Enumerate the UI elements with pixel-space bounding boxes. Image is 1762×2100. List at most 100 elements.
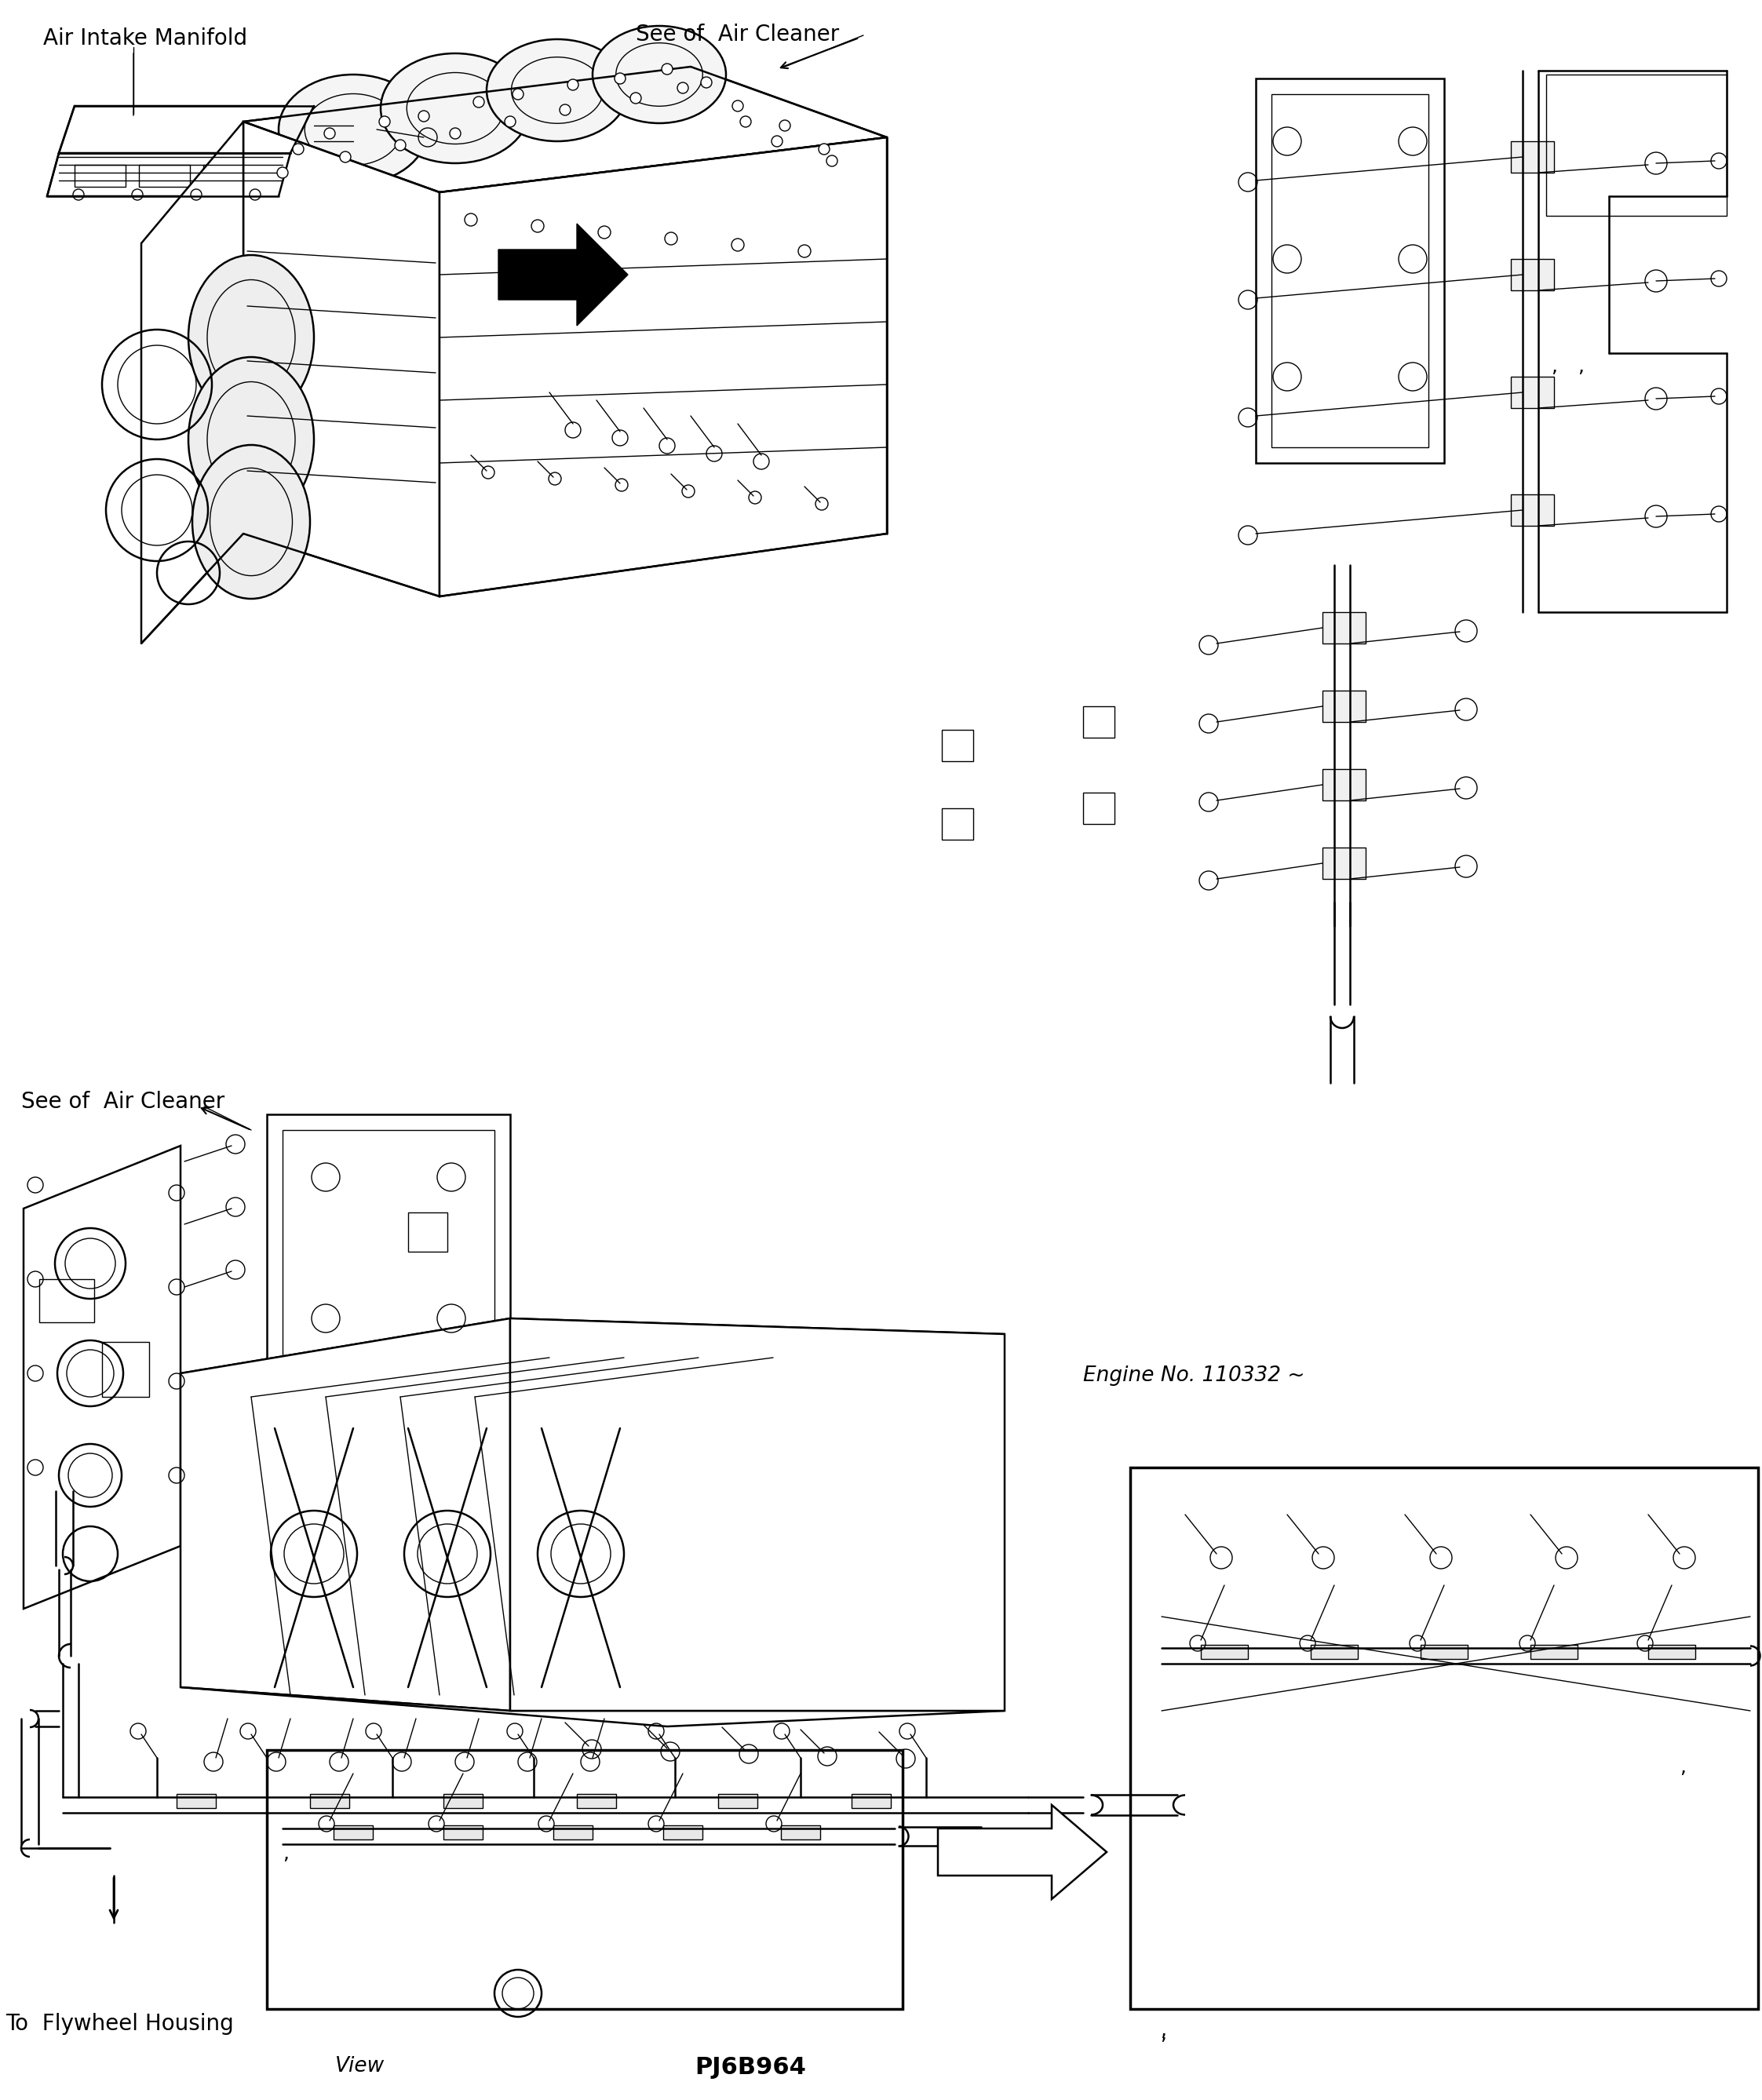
Text: ,: , — [1159, 2020, 1166, 2039]
Bar — [1084, 792, 1115, 823]
Bar — [333, 1825, 374, 1840]
Polygon shape — [23, 1147, 180, 1609]
Circle shape — [663, 63, 673, 76]
Text: ,: , — [1577, 357, 1584, 376]
Circle shape — [474, 97, 485, 107]
Bar — [1323, 848, 1366, 880]
Text: Air Intake Manifold: Air Intake Manifold — [42, 27, 247, 50]
Circle shape — [560, 105, 571, 116]
Circle shape — [779, 120, 791, 130]
Bar — [102, 1342, 150, 1396]
Polygon shape — [499, 225, 627, 326]
Polygon shape — [243, 122, 439, 596]
Circle shape — [513, 88, 523, 99]
Bar — [176, 1793, 215, 1808]
Bar — [139, 164, 190, 187]
Circle shape — [567, 80, 578, 90]
Bar — [444, 1825, 483, 1840]
Polygon shape — [937, 1804, 1107, 1898]
Polygon shape — [48, 153, 291, 195]
Bar — [943, 731, 973, 760]
Bar — [1510, 376, 1554, 407]
Polygon shape — [180, 1319, 1004, 1388]
Bar — [352, 116, 377, 155]
Bar — [266, 1115, 511, 1388]
Circle shape — [701, 78, 712, 88]
Circle shape — [504, 116, 516, 128]
Circle shape — [277, 168, 287, 179]
Ellipse shape — [189, 254, 314, 420]
Bar — [1547, 76, 1727, 216]
Text: PJ6B964: PJ6B964 — [694, 2056, 805, 2079]
Text: See of  Air Cleaner: See of Air Cleaner — [636, 23, 839, 46]
Bar — [943, 808, 973, 840]
Text: View: View — [335, 2056, 384, 2077]
Bar — [851, 1793, 892, 1808]
Polygon shape — [180, 1319, 511, 1712]
Bar — [1202, 1644, 1247, 1659]
Circle shape — [615, 74, 626, 84]
Bar — [553, 1825, 592, 1840]
Bar — [1647, 1644, 1695, 1659]
Bar — [1084, 706, 1115, 737]
Polygon shape — [141, 122, 243, 643]
Circle shape — [292, 143, 303, 155]
Text: Engine No. 110332 ~: Engine No. 110332 ~ — [1084, 1365, 1306, 1386]
Polygon shape — [511, 1319, 1004, 1712]
Circle shape — [733, 101, 744, 111]
Circle shape — [395, 141, 405, 151]
Bar — [444, 1793, 483, 1808]
Bar — [1531, 1644, 1577, 1659]
Bar — [1323, 691, 1366, 722]
Circle shape — [826, 155, 837, 166]
Polygon shape — [291, 105, 314, 195]
Circle shape — [740, 116, 751, 128]
Bar — [1129, 1468, 1758, 2010]
Circle shape — [324, 128, 335, 139]
Bar — [1256, 78, 1445, 462]
Ellipse shape — [192, 445, 310, 598]
Bar — [1510, 258, 1554, 290]
Polygon shape — [58, 105, 314, 153]
Circle shape — [819, 143, 830, 155]
Bar — [1311, 1644, 1359, 1659]
Circle shape — [631, 92, 641, 103]
Circle shape — [340, 151, 351, 162]
Bar — [1272, 94, 1429, 447]
Polygon shape — [439, 136, 886, 596]
Bar — [203, 164, 254, 187]
Text: See of  Air Cleaner: See of Air Cleaner — [21, 1090, 226, 1113]
Bar — [74, 164, 125, 187]
Bar — [719, 1793, 758, 1808]
Circle shape — [379, 116, 389, 128]
Text: ,: , — [282, 1844, 289, 1863]
Bar — [663, 1825, 703, 1840]
Circle shape — [418, 111, 430, 122]
Bar — [39, 1279, 93, 1323]
Bar — [266, 1749, 902, 2010]
Bar — [1323, 611, 1366, 643]
Ellipse shape — [592, 25, 726, 124]
Bar — [282, 1130, 495, 1373]
Bar — [1510, 141, 1554, 172]
Ellipse shape — [381, 53, 530, 164]
Ellipse shape — [486, 40, 627, 141]
Polygon shape — [243, 67, 886, 193]
Bar — [409, 1212, 448, 1252]
Bar — [1420, 1644, 1468, 1659]
Ellipse shape — [278, 76, 428, 185]
Polygon shape — [180, 1686, 1004, 1726]
Bar — [576, 1793, 617, 1808]
Text: To  Flywheel Housing: To Flywheel Housing — [5, 2014, 234, 2035]
Text: ,: , — [1679, 1758, 1686, 1777]
Bar — [1510, 494, 1554, 525]
Ellipse shape — [189, 357, 314, 523]
Bar — [781, 1825, 819, 1840]
Circle shape — [772, 136, 782, 147]
Circle shape — [677, 82, 689, 92]
Bar — [310, 1793, 349, 1808]
Bar — [1323, 769, 1366, 800]
Circle shape — [449, 128, 460, 139]
Text: ,: , — [1159, 2024, 1166, 2043]
Text: ,: , — [1551, 357, 1558, 376]
